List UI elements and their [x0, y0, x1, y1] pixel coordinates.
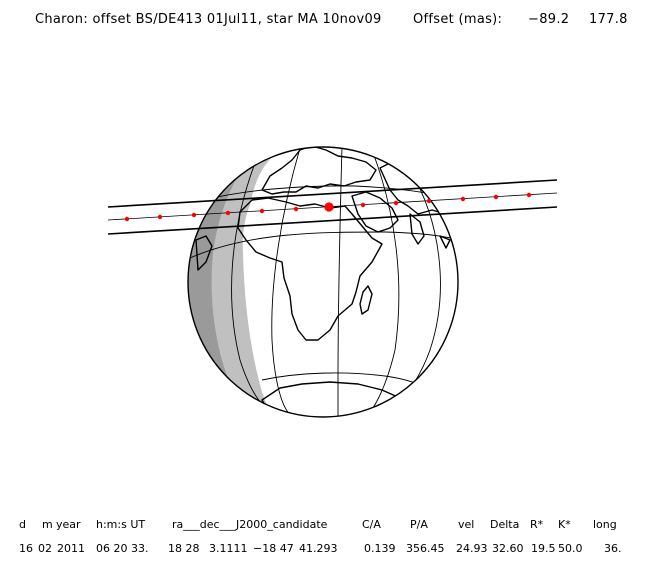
offset-y-value: 177.8	[589, 12, 628, 27]
time-mark-dot	[360, 202, 366, 208]
offset-x-value: −89.2	[528, 12, 570, 27]
earth-limb	[187, 146, 459, 418]
time-mark-dot	[157, 214, 163, 220]
meridian-line	[337, 147, 343, 416]
south-america-outline	[195, 235, 213, 271]
offset-label: Offset (mas):	[413, 12, 503, 27]
africa-outline	[237, 197, 383, 341]
event-description: Charon: offset BS/DE413 01Jul11, star MA…	[35, 12, 382, 27]
closest-approach-dot	[324, 202, 334, 212]
header-kstar: K*	[558, 518, 571, 531]
madagascar-outline	[359, 285, 373, 315]
value-pa: 356.45	[406, 542, 445, 555]
meridian-line	[369, 149, 400, 413]
time-mark-dot	[225, 210, 231, 216]
header-coords: ra___dec___J2000_candidate	[172, 518, 328, 531]
europe-outline	[261, 147, 377, 195]
equator-line	[189, 231, 458, 259]
value-long: 36.	[604, 542, 622, 555]
value-time: 06 20 33.	[96, 542, 149, 555]
event-table: d m year h:m:s UT ra___dec___J2000_candi…	[0, 512, 646, 562]
time-mark-dot	[426, 198, 432, 204]
value-day: 16	[19, 542, 33, 555]
meridian-line	[271, 147, 301, 417]
time-mark-dot	[191, 212, 197, 218]
time-marks	[124, 192, 532, 222]
value-dec-s: 41.293	[299, 542, 338, 555]
header-long: long	[593, 518, 617, 531]
arabia-outline	[351, 191, 399, 233]
india-outline	[409, 213, 425, 245]
header-vel: vel	[458, 518, 475, 531]
north-limit-line	[107, 179, 558, 208]
value-delta: 32.60	[492, 542, 524, 555]
header-month: m	[42, 518, 53, 531]
value-ra-hm: 18 28	[168, 542, 200, 555]
value-ra-s: 3.1111	[209, 542, 248, 555]
time-mark-dot	[526, 192, 532, 198]
time-mark-dot	[460, 196, 466, 202]
greenland-outline	[231, 147, 253, 161]
header-rstar: R*	[530, 518, 544, 531]
value-kstar: 50.0	[558, 542, 583, 555]
value-ca: 0.139	[364, 542, 396, 555]
header-day: d	[19, 518, 26, 531]
time-mark-dot	[124, 216, 130, 222]
header-ca: C/A	[362, 518, 381, 531]
header-time: h:m:s UT	[96, 518, 146, 531]
value-dec-dm: −18 47	[253, 542, 294, 555]
time-mark-dot	[393, 200, 399, 206]
plot-title: Charon: offset BS/DE413 01Jul11, star MA…	[0, 12, 646, 32]
time-mark-dot	[293, 206, 299, 212]
time-mark-dot	[259, 208, 265, 214]
time-mark-dot	[493, 194, 499, 200]
header-pa: P/A	[410, 518, 428, 531]
value-year: 2011	[57, 542, 85, 555]
value-month: 02	[38, 542, 52, 555]
latitude-line	[261, 372, 419, 385]
value-rstar: 19.5	[531, 542, 556, 555]
south-limit-line	[107, 206, 558, 235]
header-delta: Delta	[490, 518, 520, 531]
header-year: year	[56, 518, 81, 531]
value-vel: 24.93	[456, 542, 488, 555]
occultation-map	[107, 146, 558, 418]
